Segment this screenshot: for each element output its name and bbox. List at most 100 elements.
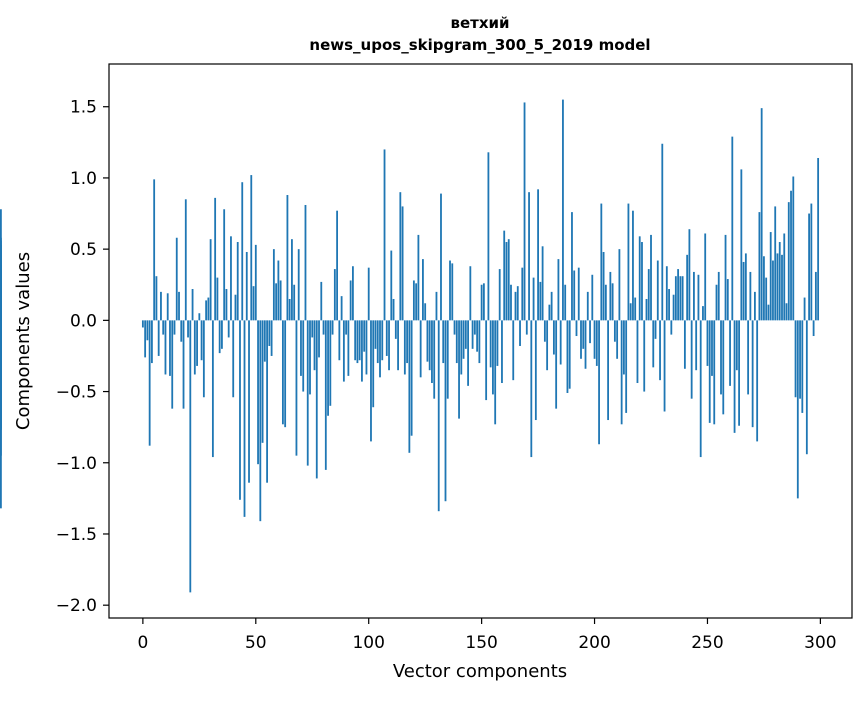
bar-169: [523, 102, 526, 321]
bar-259: [726, 279, 729, 321]
bar-220: [638, 236, 641, 321]
bar-278: [769, 232, 772, 321]
bar-248: [702, 306, 704, 321]
bar-45: [243, 320, 246, 517]
bar-299: [817, 157, 820, 321]
bar-130: [435, 291, 438, 321]
bar-137: [451, 263, 454, 321]
bar-247: [699, 320, 702, 458]
y-tick-label: 0.0: [70, 311, 97, 331]
bar-60: [277, 260, 280, 321]
bar-undefined: [0, 269, 2, 321]
bar-21: [189, 320, 192, 593]
bar-171: [528, 192, 530, 321]
bar-70: [300, 320, 302, 376]
bar-296: [810, 203, 813, 321]
bar-126: [426, 320, 429, 362]
bar-196: [584, 320, 587, 369]
bar-283: [781, 254, 783, 321]
bar-229: [659, 320, 661, 381]
bar-256: [720, 320, 722, 395]
bar-26: [200, 320, 203, 361]
bar-276: [765, 277, 768, 321]
y-axis-label: Components values: [13, 252, 34, 430]
bar-218: [634, 297, 637, 321]
bar-44: [241, 182, 244, 321]
bar-69: [297, 249, 300, 321]
bar-35: [221, 320, 223, 349]
bar-108: [385, 320, 388, 356]
bar-1: [144, 320, 147, 358]
bar-282: [778, 242, 781, 321]
x-axis-label: Vector components: [393, 661, 567, 682]
bar-199: [591, 274, 594, 321]
bar-231: [663, 320, 666, 412]
bar-204: [602, 251, 605, 321]
bar-81: [324, 320, 327, 470]
bar-13: [171, 320, 174, 409]
bar-257: [722, 320, 725, 415]
bar-78: [318, 320, 320, 358]
bar-75: [311, 320, 314, 338]
bar-198: [589, 320, 591, 344]
bar-242: [688, 229, 691, 321]
bar-146: [471, 320, 474, 349]
bar-271: [753, 291, 756, 321]
bar-149: [478, 320, 481, 364]
bar-168: [521, 267, 524, 321]
bar-43: [239, 320, 241, 500]
bar-215: [627, 203, 630, 321]
bar-134: [444, 320, 447, 502]
bar-191: [573, 270, 576, 321]
bar-16: [178, 291, 180, 321]
bar-224: [647, 269, 650, 321]
bar-230: [661, 143, 664, 321]
bar-145: [469, 266, 472, 321]
bar-187: [564, 284, 567, 321]
bar-159: [501, 320, 503, 384]
bar-109: [388, 320, 390, 371]
bar-41: [234, 294, 237, 321]
bar-241: [686, 254, 689, 321]
bar-143: [464, 320, 467, 349]
bar-164: [512, 320, 515, 381]
bar-80: [322, 320, 325, 335]
bar-90: [345, 320, 348, 335]
bar-180: [548, 304, 551, 321]
bar-24: [196, 320, 198, 366]
bar-240: [683, 320, 686, 369]
bar-33: [216, 277, 219, 321]
bar-253: [713, 320, 716, 425]
bar-166: [516, 286, 519, 321]
bar-250: [706, 320, 709, 366]
bar-136: [449, 260, 451, 321]
bar-270: [751, 320, 754, 428]
bar-115: [401, 206, 404, 321]
bar-106: [381, 320, 384, 361]
bar-85: [333, 269, 336, 321]
bar-160: [503, 230, 506, 321]
plot-frame: [108, 63, 853, 619]
bar-105: [379, 320, 381, 378]
bar-266: [742, 261, 745, 321]
bar-124: [422, 259, 424, 321]
y-tick-label: −0.5: [56, 383, 97, 403]
bar-38: [227, 320, 230, 338]
bar-28: [205, 300, 208, 321]
bar-208: [611, 283, 614, 321]
bar-102: [372, 320, 375, 408]
bar-77: [315, 320, 318, 479]
bar-285: [785, 303, 788, 321]
bar-107: [383, 149, 386, 321]
y-tick-label: −1.0: [56, 454, 97, 474]
bar-157: [496, 320, 499, 366]
bar-281: [776, 253, 779, 321]
bar-216: [629, 303, 632, 321]
bar-4: [151, 320, 153, 364]
bar-153: [487, 152, 490, 321]
bar-65: [288, 298, 291, 321]
bar-245: [695, 320, 698, 371]
bar-94: [354, 320, 357, 361]
bar-184: [557, 259, 560, 321]
bar-82: [327, 320, 329, 416]
